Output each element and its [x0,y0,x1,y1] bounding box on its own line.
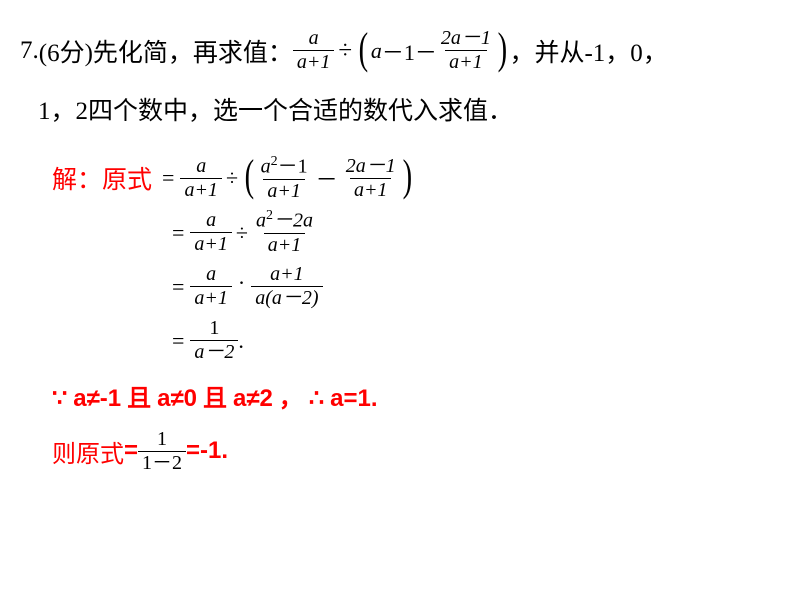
paren-a: a [371,38,382,64]
q-frac2-num: 2a－1 [437,28,495,50]
question-line-2: 1，2四个数中，选一个合适的数代入求值． [38,91,774,127]
question-line2-text: 1，2四个数中，选一个合适的数代入求值． [38,91,513,127]
constraint-line: ∵ a≠-1 且 a≠0 且 a≠2 ， ∴ a=1. [52,378,774,413]
step-2: = a a+1 ÷ a2－2a a+1 [172,208,774,258]
paren-minus1: －1－ [382,35,437,67]
s1-f2: a2－1 a+1 [257,155,312,202]
step-3: = a a+1 · a+1 a(a－2) [172,262,774,312]
question-suffix1: ，并从-1，0， [509,33,667,69]
q-frac1-den: a+1 [293,50,335,73]
equation-block: = a a+1 ÷ a2－2a a+1 = a a+1 · a+1 a(a－2) [172,208,774,366]
question-prefix: 先化简，再求值： [93,33,293,69]
q-frac1-num: a [305,28,323,50]
solution-header: 解：原式 [52,160,152,196]
question-number: 7. [20,37,39,65]
page-content: 7. (6分) 先化简，再求值： a a+1 ÷ ( a －1－ 2a－1 a+… [20,28,774,474]
solution-row-1: 解：原式 = a a+1 ÷ ( a2－1 a+1 － 2a－1 a+1 ) [52,155,774,202]
q-frac2-den: a+1 [445,50,487,73]
s1-f1: a a+1 [180,156,222,201]
final-prefix: 则原式 [52,434,124,469]
final-line: 则原式 = 1 1－2 =-1. [52,429,774,474]
question-line-1: 7. (6分) 先化简，再求值： a a+1 ÷ ( a －1－ 2a－1 a+… [20,28,774,73]
final-frac: 1 1－2 [138,429,186,474]
q-frac1: a a+1 [293,28,335,73]
eq1: = [162,165,174,191]
q-frac2: 2a－1 a+1 [437,28,495,73]
s1-f3: 2a－1 a+1 [342,156,400,201]
div1: ÷ [226,165,238,191]
divide-sign: ÷ [338,37,352,65]
question-points: (6分) [39,33,93,69]
step-4: = 1 a－2 . [172,316,774,366]
because: ∵ [52,385,67,412]
therefore: ∴ [309,385,324,412]
